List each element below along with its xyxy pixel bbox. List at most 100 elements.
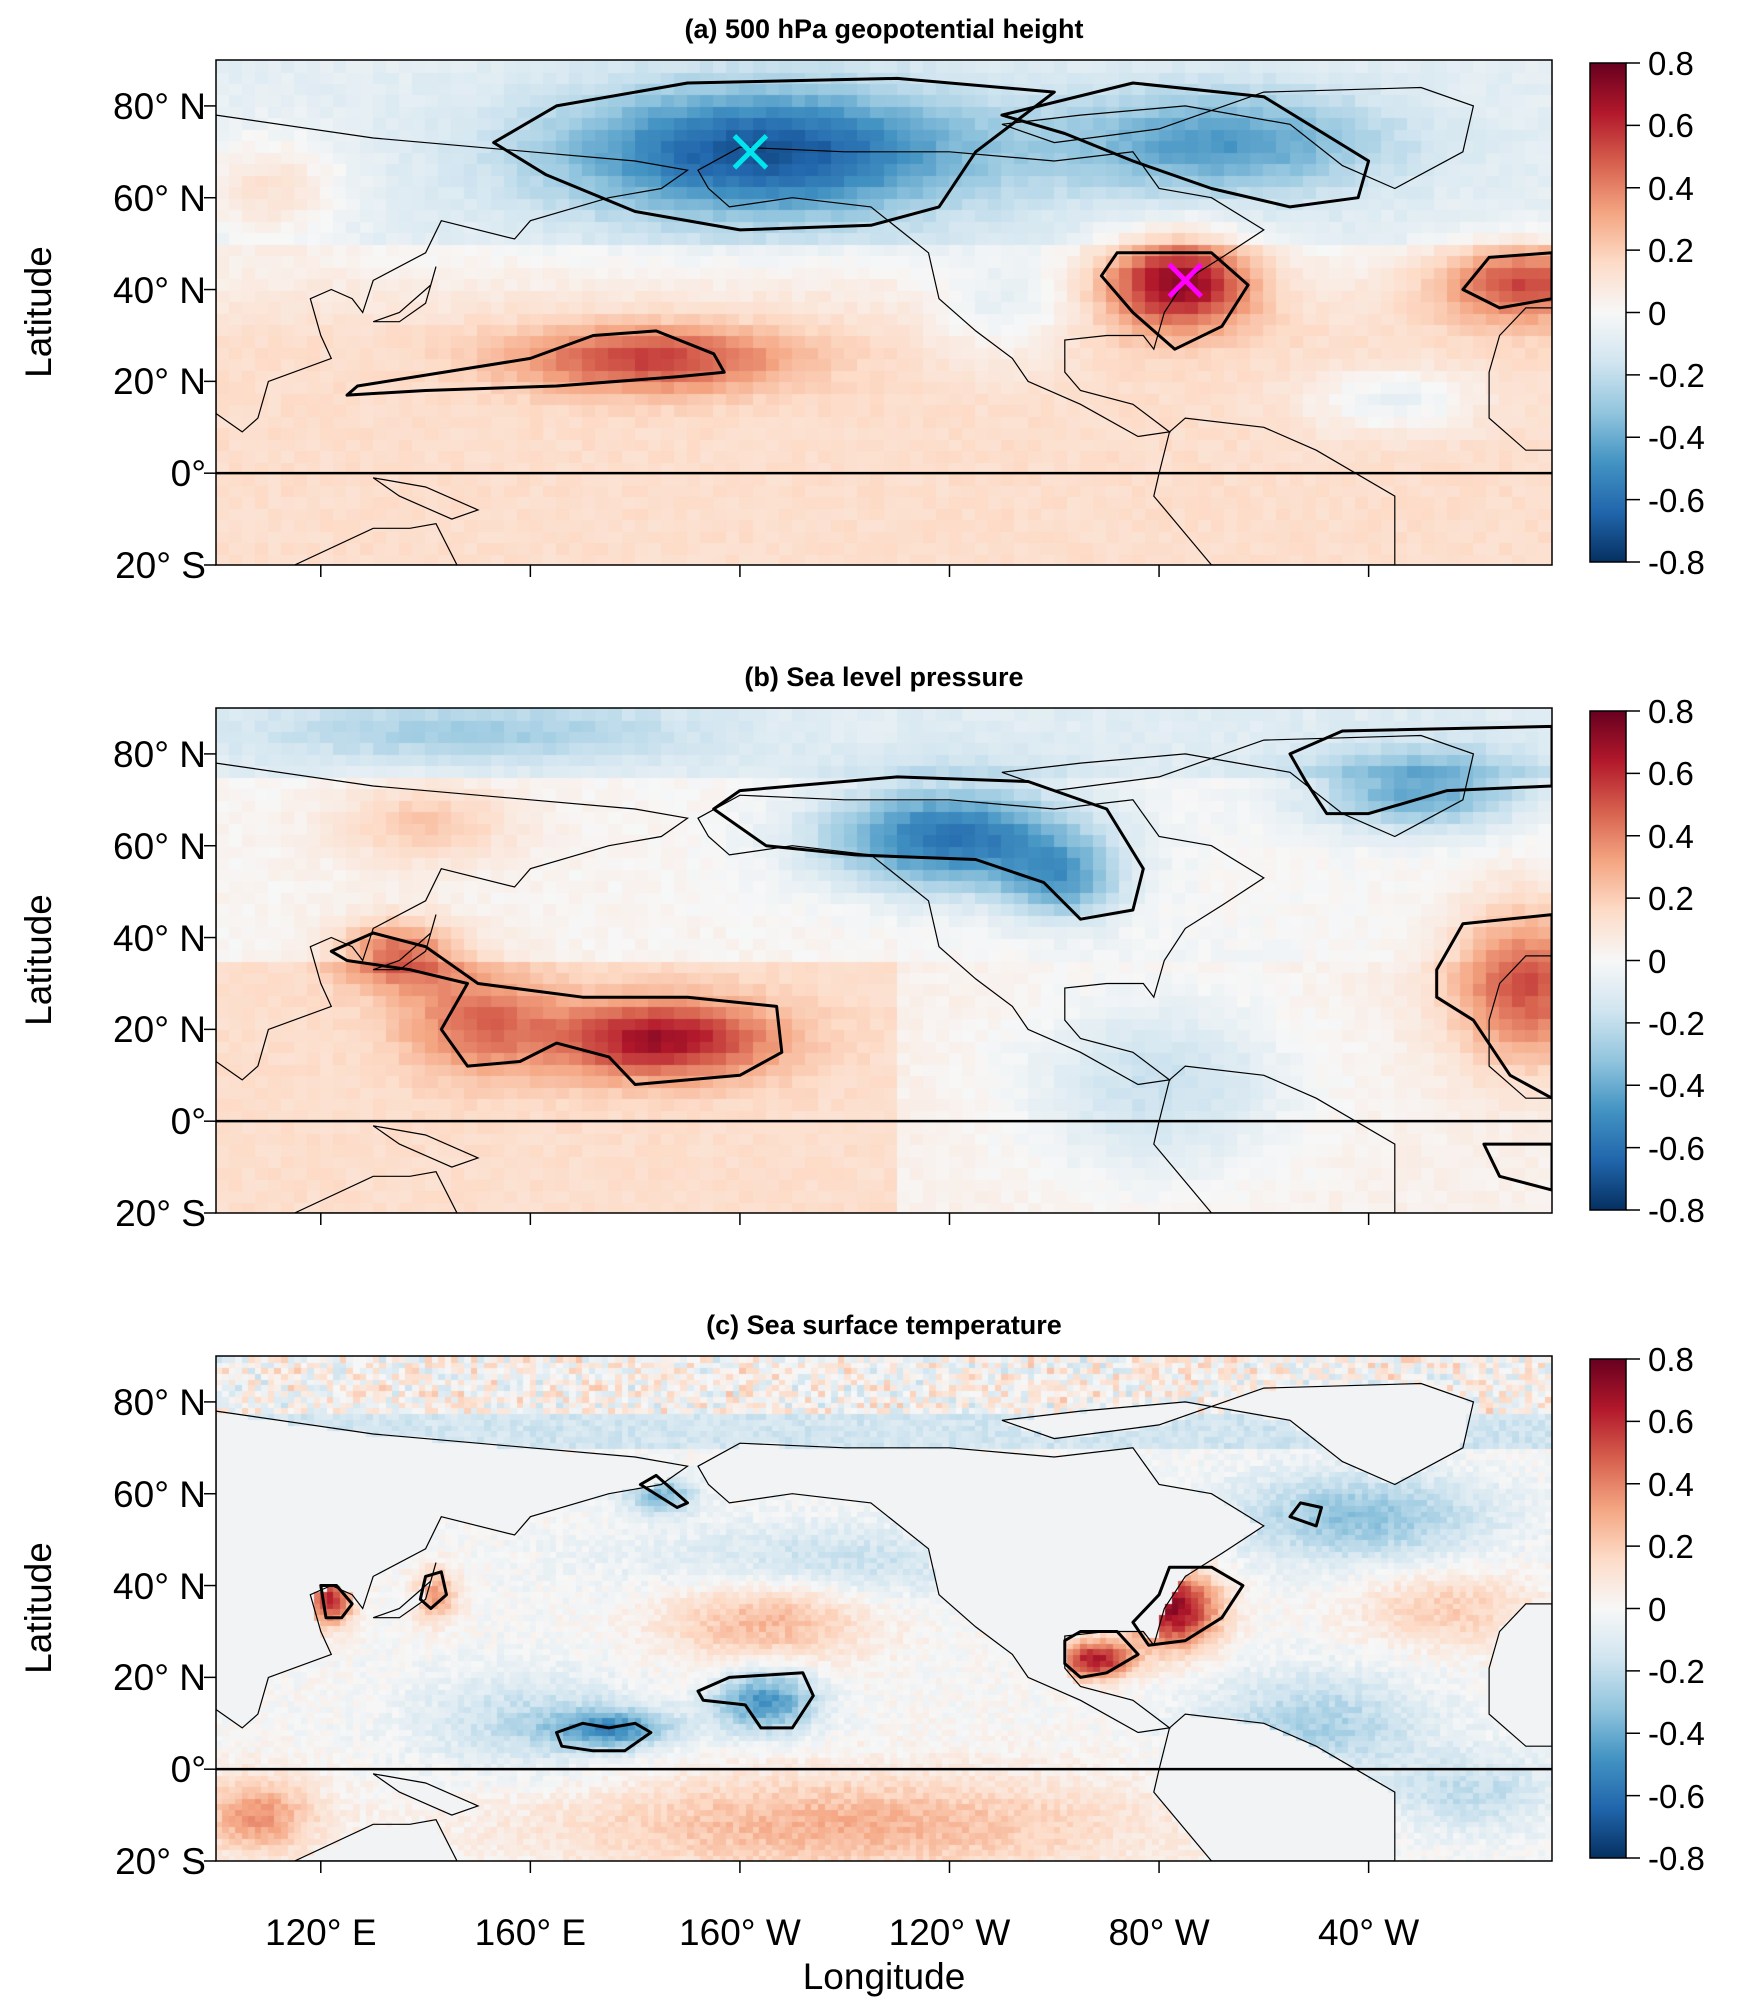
colorbar-tick-label: -0.6	[1648, 1129, 1705, 1167]
coastline	[1153, 417, 1396, 565]
significance-contour	[1288, 1501, 1323, 1528]
coastline	[697, 794, 1265, 1086]
coastline	[1488, 1603, 1552, 1747]
coastline	[294, 523, 458, 565]
plot-frame	[215, 1355, 1553, 1862]
coastline	[1001, 734, 1475, 838]
colorbar-tick-label: 0	[1648, 942, 1667, 980]
y-tick-label: 80° N	[113, 85, 206, 127]
significance-contour	[329, 931, 784, 1086]
panel-title: (a) 500 hPa geopotential height	[684, 14, 1084, 44]
coastline	[373, 266, 437, 323]
significance-contour	[1288, 724, 1552, 816]
y-tick-label: 40° N	[113, 917, 206, 959]
colorbar-tick-label: 0.4	[1648, 169, 1694, 207]
y-tick-label: 20° N	[113, 1009, 206, 1051]
map-overlay	[204, 1355, 1640, 1873]
x-axis-label: Longitude	[802, 1956, 966, 1997]
y-tick-label: 20° S	[115, 545, 206, 586]
y-tick-label: 0°	[170, 453, 206, 495]
colorbar-tick-label: 0.2	[1648, 880, 1694, 918]
significance-contour	[319, 1584, 354, 1620]
x-tick-label: 160° W	[679, 1912, 801, 1953]
colorbar	[1589, 710, 1627, 1211]
panel-title: (b) Sea level pressure	[744, 662, 1024, 692]
coastline	[1488, 307, 1552, 451]
coastline	[216, 762, 690, 1081]
coastline	[697, 146, 1265, 438]
colorbar-tick-label: -0.4	[1648, 1715, 1705, 1753]
coastline	[216, 1410, 690, 1729]
panel-b: (b) Sea level pressure 80° N 60° N 40° N 20…	[0, 648, 1737, 1288]
significance-contour	[555, 1721, 653, 1753]
coastline	[372, 1773, 480, 1816]
colorbar-tick-label: -0.2	[1648, 356, 1705, 394]
panel-title: (c) Sea surface temperature	[706, 1310, 1062, 1340]
y-tick-label: 80° N	[113, 733, 206, 775]
significance-contour	[1099, 251, 1250, 351]
y-tick-label: 60° N	[113, 177, 206, 219]
coastline	[1001, 1382, 1475, 1486]
x-marker	[1167, 262, 1204, 299]
significance-contour	[712, 775, 1145, 921]
significance-contour	[1000, 81, 1371, 209]
colorbar-tick-label: 0	[1648, 1590, 1667, 1628]
colorbar-tick-label: 0.4	[1648, 817, 1694, 855]
x-tick-label: 40° W	[1318, 1912, 1420, 1953]
x-marker	[732, 134, 769, 170]
significance-contour	[1131, 1565, 1245, 1647]
colorbar-tick-label: 0.6	[1648, 107, 1694, 145]
significance-contour	[1435, 913, 1552, 1100]
y-tick-label: 20° N	[113, 1657, 206, 1699]
colorbar-tick-label: -0.8	[1648, 1192, 1705, 1229]
coastline	[1488, 955, 1552, 1099]
y-axis-label: Latitude	[18, 246, 59, 378]
colorbar-tick-label: 0	[1648, 294, 1667, 332]
colorbar-tick-label: 0.2	[1648, 232, 1694, 270]
coastline	[1153, 1713, 1396, 1861]
colorbar	[1589, 62, 1627, 563]
y-tick-label: 40° N	[113, 269, 206, 311]
coastline	[697, 1442, 1265, 1734]
colorbar-tick-label: 0.8	[1648, 45, 1694, 82]
colorbar-tick-label: 0.6	[1648, 1403, 1694, 1441]
plot-frame	[215, 707, 1553, 1214]
map-overlay	[204, 707, 1640, 1225]
colorbar-tick-label: -0.4	[1648, 1067, 1705, 1105]
y-tick-label: 0°	[170, 1101, 206, 1143]
colorbar-tick-label: -0.8	[1648, 544, 1705, 581]
significance-contour	[418, 1570, 448, 1610]
coastline	[1001, 86, 1475, 190]
x-tick-label: 80° W	[1108, 1912, 1210, 1953]
colorbar-tick-label: 0.4	[1648, 1465, 1694, 1503]
colorbar	[1589, 1358, 1627, 1859]
colorbar-tick-label: -0.2	[1648, 1004, 1705, 1042]
colorbar-tick-label: 0.8	[1648, 693, 1694, 730]
coastline	[372, 477, 480, 520]
significance-contour	[492, 76, 1056, 232]
colorbar-tick-label: -0.6	[1648, 1777, 1705, 1815]
panel-c: (c) Sea surface temperature 80° N 60° N 40…	[0, 1296, 1737, 1936]
y-axis-label: Latitude	[18, 894, 59, 1026]
significance-contour	[696, 1671, 815, 1730]
panel-a: (a) 500 hPa geopotential height 80° N 60°…	[0, 0, 1737, 640]
y-tick-label: 60° N	[113, 1473, 206, 1515]
y-tick-label: 40° N	[113, 1565, 206, 1607]
significance-contour	[638, 1473, 689, 1509]
coastline	[294, 1819, 458, 1861]
x-tick-label: 160° E	[474, 1912, 587, 1953]
colorbar-tick-label: 0.2	[1648, 1528, 1694, 1566]
y-tick-label: 20° S	[115, 1193, 206, 1234]
coastline	[216, 114, 690, 433]
y-tick-label: 20° S	[115, 1841, 206, 1882]
significance-contour	[1461, 251, 1552, 310]
y-axis-label: Latitude	[18, 1542, 59, 1674]
colorbar-tick-label: -0.4	[1648, 419, 1705, 457]
significance-contour	[1482, 1142, 1552, 1192]
y-tick-label: 20° N	[113, 361, 206, 403]
colorbar-tick-label: 0.8	[1648, 1341, 1694, 1378]
map-overlay	[204, 59, 1640, 577]
colorbar-tick-label: 0.6	[1648, 755, 1694, 793]
x-tick-label: 120° E	[265, 1912, 377, 1953]
coastline	[294, 1171, 458, 1213]
